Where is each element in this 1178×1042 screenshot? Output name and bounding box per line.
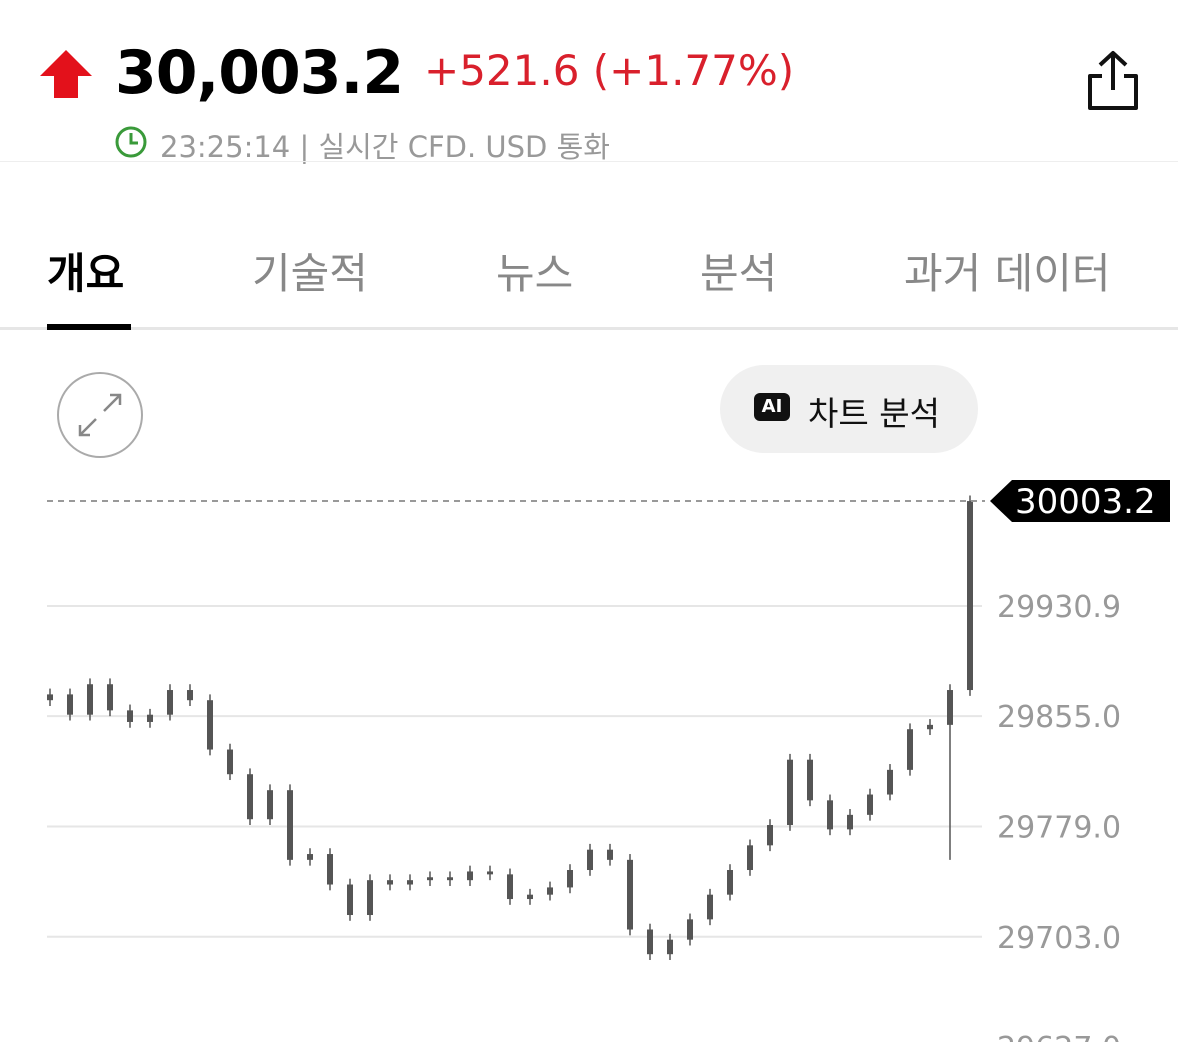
status-text: 23:25:14 | 실시간 CFD. USD 통화 bbox=[160, 130, 610, 164]
tab[interactable]: 분석 bbox=[700, 249, 778, 298]
y-tick-label: 29855.0 bbox=[997, 700, 1121, 735]
candle-body bbox=[227, 749, 233, 775]
price: 30,003.2 bbox=[115, 38, 404, 108]
candle-body bbox=[827, 800, 833, 830]
candle-body bbox=[707, 894, 713, 920]
candle-body bbox=[927, 724, 933, 730]
candle-body bbox=[527, 894, 533, 900]
candle-body bbox=[267, 790, 273, 820]
last-price-label: 30003.2 bbox=[1015, 482, 1156, 522]
ai-badge: AI bbox=[754, 393, 790, 421]
candle-body bbox=[47, 694, 53, 701]
candle-body bbox=[547, 887, 553, 895]
y-tick-label: 29930.9 bbox=[997, 590, 1121, 625]
candle-body bbox=[427, 877, 433, 881]
candle-body bbox=[487, 871, 493, 875]
candle-body bbox=[867, 794, 873, 815]
candle-body bbox=[787, 759, 793, 826]
candle-body bbox=[887, 769, 893, 795]
candle-body bbox=[407, 880, 413, 885]
tab-underline bbox=[47, 324, 131, 330]
tab[interactable]: 과거 데이터 bbox=[904, 249, 1111, 298]
candle-body bbox=[667, 939, 673, 955]
expand-button[interactable] bbox=[56, 372, 144, 460]
candle-body bbox=[647, 929, 653, 955]
candle-body bbox=[127, 710, 133, 722]
chart: 29930.9 29855.0 29779.0 29703.0 29627.0 30003… bbox=[47, 480, 1170, 1042]
candle-body bbox=[307, 854, 313, 860]
candle-body bbox=[947, 690, 953, 725]
candle-body bbox=[67, 694, 73, 715]
candle-body bbox=[387, 880, 393, 885]
candle-body bbox=[467, 871, 473, 881]
y-tick-label: 29703.0 bbox=[997, 921, 1121, 956]
candle-body bbox=[767, 825, 773, 846]
y-tick-label: 29627.0 bbox=[997, 1031, 1121, 1042]
share-button[interactable] bbox=[1086, 50, 1140, 112]
candle-body bbox=[247, 774, 253, 820]
candle-body bbox=[367, 880, 373, 916]
candle-body bbox=[607, 849, 613, 860]
price-change: +521.6 (+1.77%) bbox=[424, 46, 795, 95]
tab[interactable]: 뉴스 bbox=[496, 249, 574, 298]
up-arrow-icon bbox=[40, 50, 92, 98]
candle-body bbox=[347, 884, 353, 916]
candle-body bbox=[107, 684, 113, 711]
candle-body bbox=[847, 814, 853, 830]
clock-icon bbox=[115, 126, 147, 158]
candle-body bbox=[187, 690, 193, 701]
candle-body bbox=[447, 877, 453, 881]
candle-body bbox=[167, 690, 173, 715]
candle-body bbox=[87, 684, 93, 715]
candle-body bbox=[907, 729, 913, 770]
candle-body bbox=[967, 501, 973, 691]
tab-divider bbox=[0, 327, 1178, 330]
tab-active[interactable]: 개요 bbox=[47, 249, 125, 298]
last-price-box bbox=[990, 480, 1170, 523]
tab[interactable]: 기술적 bbox=[252, 249, 368, 298]
candle-body bbox=[207, 700, 213, 750]
candle-body bbox=[287, 790, 293, 860]
candle-body bbox=[687, 919, 693, 940]
candle-body bbox=[147, 714, 153, 722]
candle-body bbox=[747, 845, 753, 871]
candle-body bbox=[567, 870, 573, 888]
candle-body bbox=[507, 874, 513, 900]
candle-body bbox=[627, 859, 633, 930]
button-label: 차트 분석 bbox=[808, 394, 940, 433]
candle-body bbox=[327, 854, 333, 885]
chart-analysis-button[interactable]: AI 차트 분석 bbox=[720, 365, 978, 453]
candle-body bbox=[807, 759, 813, 801]
y-tick-label: 29779.0 bbox=[997, 810, 1121, 845]
divider bbox=[0, 161, 1178, 162]
candle-body bbox=[727, 870, 733, 895]
candle-body bbox=[587, 849, 593, 871]
